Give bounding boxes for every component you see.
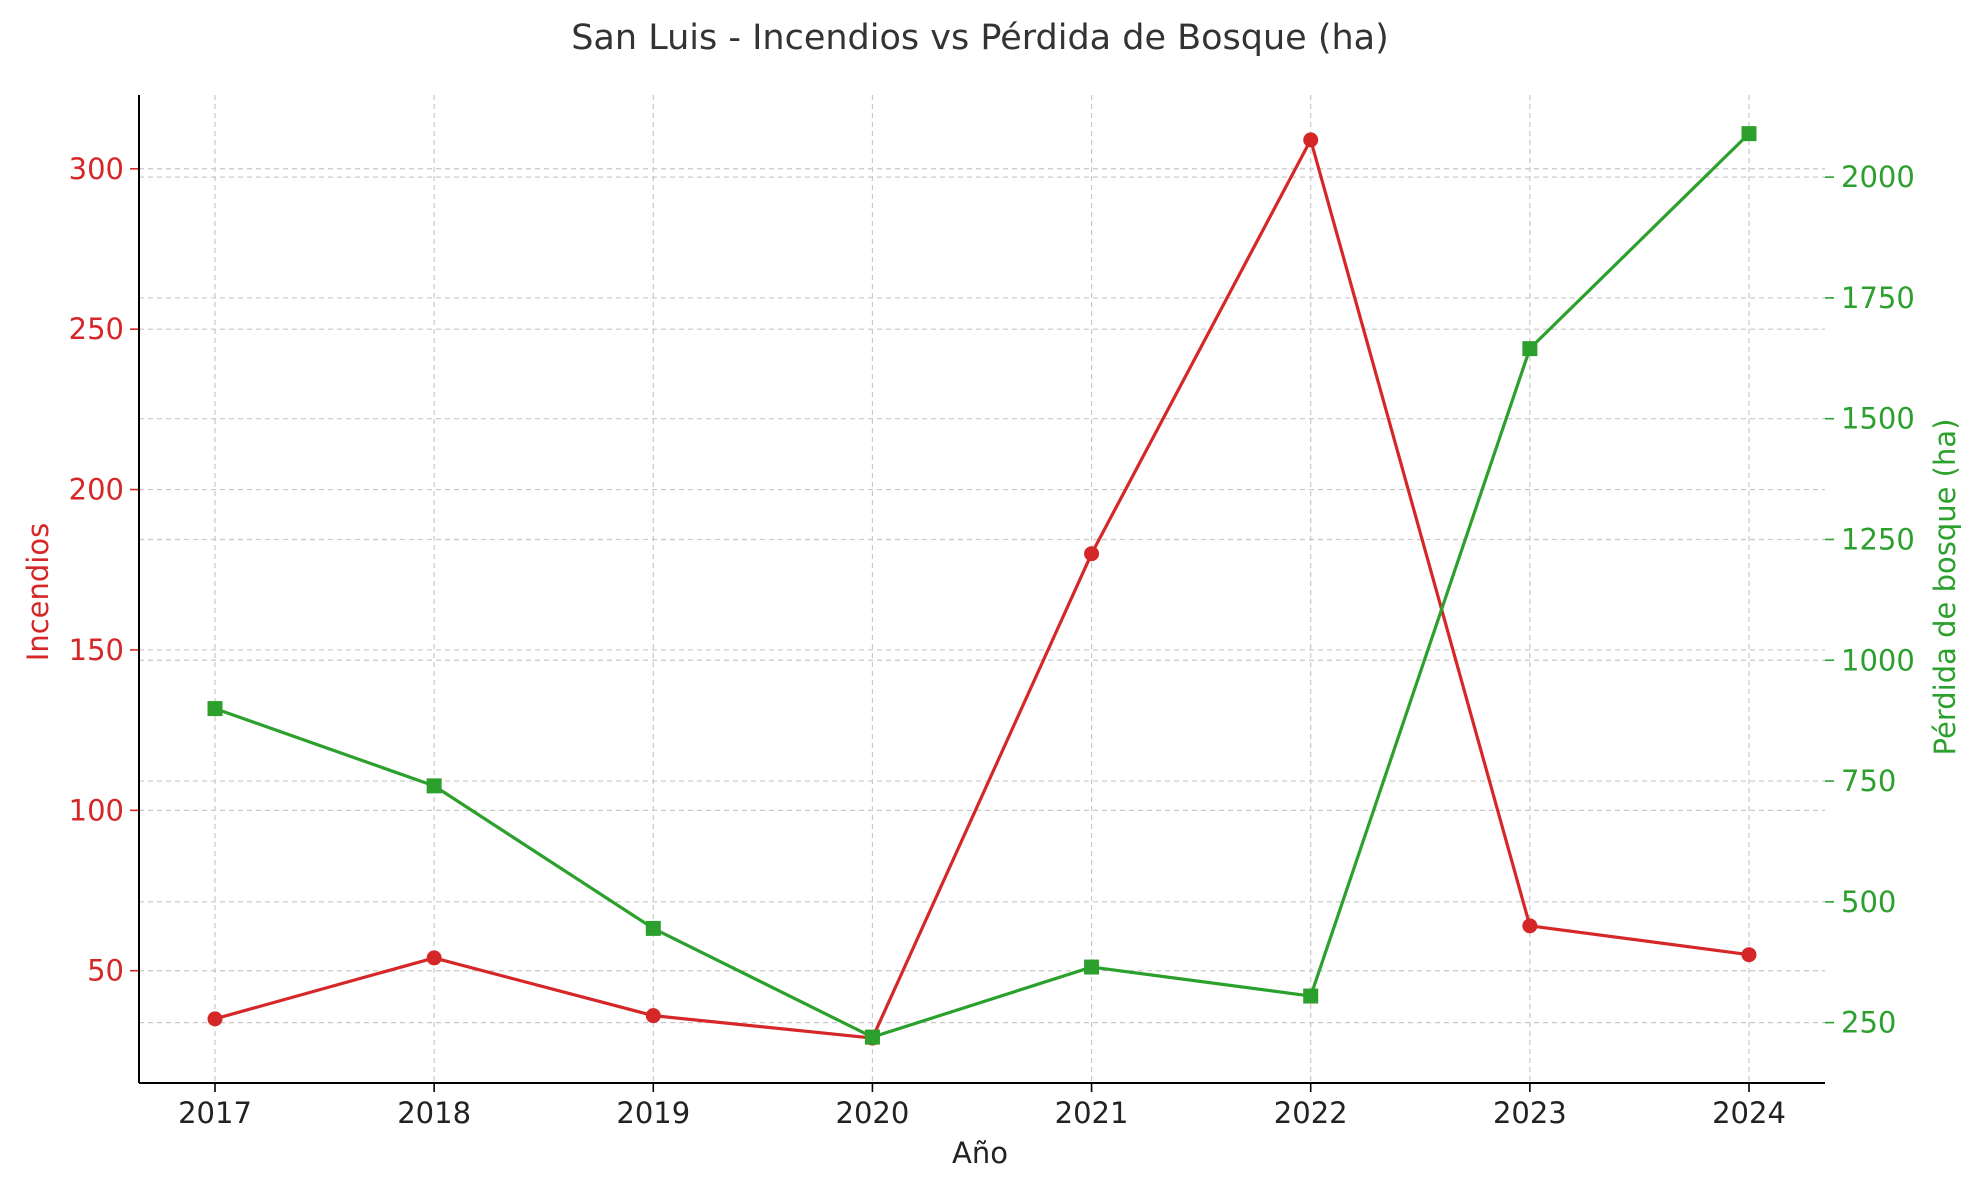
y-left-tick-label: 250 — [69, 312, 124, 346]
y-right-tick-label: 500 — [1841, 885, 1896, 919]
series — [207, 126, 1757, 1046]
series-right-point — [1522, 341, 1538, 357]
series-right-line — [214, 132, 1751, 1039]
y-right-tick-label: 1250 — [1841, 522, 1915, 556]
series-left-point — [207, 1011, 223, 1027]
y-right-tick-label: 2000 — [1841, 160, 1915, 194]
series-left-point — [1522, 918, 1538, 934]
x-tick-label: 2024 — [1712, 1096, 1786, 1130]
x-tick-label: 2021 — [1055, 1096, 1129, 1130]
y-right-tick-label: 1500 — [1841, 402, 1915, 436]
x-tick-label: 2022 — [1274, 1096, 1348, 1130]
series-left-point — [1084, 546, 1100, 562]
series-right-point — [864, 1029, 880, 1045]
series-left-line — [214, 138, 1750, 1040]
x-axis-label: Año — [952, 1136, 1008, 1170]
y-left-tick-label: 300 — [69, 152, 124, 186]
y-left-tick-label: 200 — [69, 473, 124, 507]
y-left-tick-label: 100 — [69, 793, 124, 827]
grid — [139, 95, 1825, 1083]
series-right-point — [1303, 988, 1319, 1004]
y-axis-right-label: Pérdida de bosque (ha) — [1928, 419, 1962, 756]
y-right-tick-label: 250 — [1841, 1006, 1896, 1040]
series-left-point — [645, 1008, 661, 1024]
series-right-point — [426, 778, 442, 794]
series-right-point — [1741, 126, 1757, 142]
x-tick-label: 2018 — [397, 1096, 471, 1130]
y-right-tick-label: 750 — [1841, 764, 1896, 798]
y-right-tick-label: 1000 — [1841, 643, 1915, 677]
x-tick-label: 2017 — [178, 1096, 252, 1130]
chart-title: San Luis - Incendios vs Pérdida de Bosqu… — [571, 18, 1389, 58]
x-tick-label: 2019 — [616, 1096, 690, 1130]
y-left-tick-label: 50 — [87, 954, 124, 988]
series-right-point — [207, 701, 223, 717]
series-left-point — [1741, 947, 1757, 963]
series-right-point — [645, 920, 661, 936]
y-axis-left-label: Incendios — [21, 523, 55, 661]
series-right-point — [1084, 959, 1100, 975]
y-right-tick-label: 1750 — [1841, 281, 1915, 315]
x-tick-label: 2023 — [1493, 1096, 1567, 1130]
x-tick-label: 2020 — [836, 1096, 910, 1130]
axes: 2017 2018 2019 2020 2021 2022 2023 2024 50 100 150… — [69, 95, 1915, 1130]
series-left-point — [426, 950, 442, 966]
series-left-point — [1303, 132, 1319, 148]
y-left-tick-label: 150 — [69, 633, 124, 667]
